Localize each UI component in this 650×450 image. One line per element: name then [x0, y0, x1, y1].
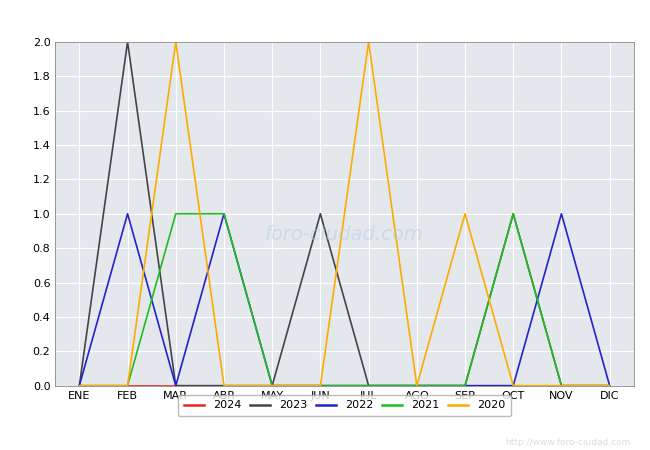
- Legend: 2024, 2023, 2022, 2021, 2020: 2024, 2023, 2022, 2021, 2020: [178, 395, 511, 416]
- Text: Matriculaciones de Vehículos en Beteta: Matriculaciones de Vehículos en Beteta: [162, 12, 488, 30]
- Text: http://www.foro-ciudad.com: http://www.foro-ciudad.com: [505, 438, 630, 447]
- Text: foro-ciudad.com: foro-ciudad.com: [265, 225, 424, 244]
